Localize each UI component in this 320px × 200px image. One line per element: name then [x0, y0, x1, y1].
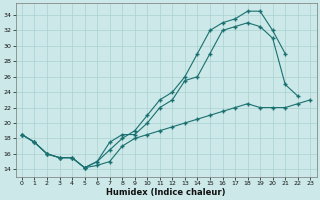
X-axis label: Humidex (Indice chaleur): Humidex (Indice chaleur): [106, 188, 226, 197]
